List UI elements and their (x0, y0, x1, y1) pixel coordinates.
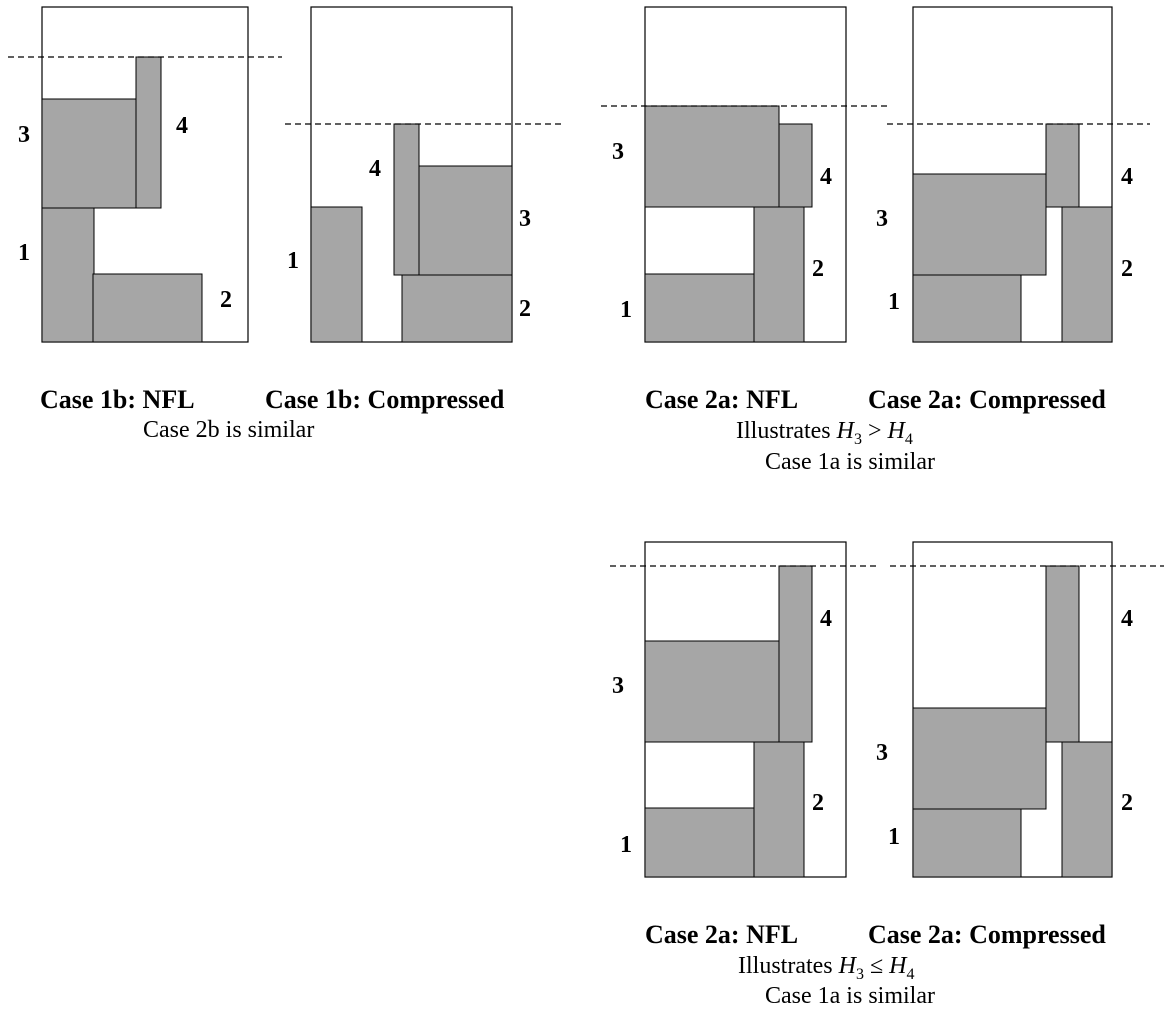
caption-case2a-nfl-top: Case 2a: NFL (645, 385, 799, 414)
note-case2b-similar: Case 2b is similar (143, 417, 315, 443)
note-case1a-similar-top: Case 1a is similar (765, 449, 935, 475)
block-4 (1045, 123, 1080, 208)
block-3 (418, 165, 513, 276)
label-block-1: 1 (620, 297, 632, 323)
caption-case2a-nfl-bottom: Case 2a: NFL (645, 920, 799, 949)
caption-case2a-compressed-bottom: Case 2a: Compressed (868, 920, 1106, 949)
label-block-4: 4 (176, 113, 188, 139)
label-block-1: 1 (18, 240, 30, 266)
label-block-1: 1 (888, 824, 900, 850)
block-1 (912, 273, 1022, 343)
block-2 (753, 206, 805, 343)
label-block-4: 4 (369, 156, 381, 182)
block-3 (912, 707, 1047, 810)
block-4 (1045, 565, 1080, 743)
label-block-3: 3 (876, 740, 888, 766)
block-2 (401, 273, 513, 343)
note-illustrates-text: Illustrates (736, 418, 831, 444)
block-4 (778, 123, 813, 208)
block-1 (310, 206, 363, 343)
label-block-1: 1 (888, 289, 900, 315)
block-3 (41, 98, 137, 209)
label-block-4: 4 (1121, 606, 1133, 632)
label-block-4: 4 (820, 606, 832, 632)
math-lhs-sub: 3 (853, 430, 862, 448)
block-1 (644, 807, 755, 878)
label-block-4: 4 (1121, 164, 1133, 190)
block-2 (1061, 741, 1113, 878)
label-block-2: 2 (812, 790, 824, 816)
block-1 (912, 807, 1022, 878)
block-4 (393, 123, 420, 276)
caption-case1b-compressed: Case 1b: Compressed (265, 385, 505, 414)
label-block-1: 1 (620, 832, 632, 858)
label-block-2: 2 (519, 296, 531, 322)
block-2 (92, 273, 203, 343)
block-1 (41, 206, 95, 343)
note-case1a-similar-bottom: Case 1a is similar (765, 983, 935, 1009)
block-1 (644, 273, 755, 343)
label-block-3: 3 (612, 673, 624, 699)
note-illustrates-text: Illustrates (738, 953, 833, 979)
math-lhs: H (836, 418, 854, 444)
math-op: ≤ (869, 953, 884, 979)
label-block-2: 2 (812, 256, 824, 282)
label-block-2: 2 (1121, 256, 1133, 282)
panel-case1b-nfl: 1 2 3 4 (8, 6, 282, 343)
caption-case2a-compressed-top: Case 2a: Compressed (868, 385, 1106, 414)
label-block-2: 2 (220, 287, 232, 313)
math-rhs-sub: 4 (904, 430, 913, 448)
math-rhs: H (889, 953, 907, 979)
block-2 (753, 741, 805, 878)
label-block-3: 3 (18, 122, 30, 148)
label-block-1: 1 (287, 248, 299, 274)
panel-case1b-compressed: 1 2 3 4 (285, 6, 563, 343)
block-4 (778, 565, 813, 743)
label-block-3: 3 (612, 139, 624, 165)
block-3 (912, 173, 1047, 276)
label-block-2: 2 (1121, 790, 1133, 816)
note-illustrates-gt: Illustrates H3 > H4 (736, 417, 913, 454)
block-3 (644, 105, 780, 208)
block-4 (135, 56, 162, 209)
panel-case2a-compressed-top: 1 2 3 4 (876, 6, 1150, 343)
math-lhs: H (838, 953, 856, 979)
panel-case2a-nfl-bottom: 1 2 3 4 (610, 541, 880, 878)
math-lhs-sub: 3 (855, 965, 864, 983)
math-op: > (867, 418, 882, 444)
note-illustrates-le: Illustrates H3 ≤ H4 (738, 952, 915, 989)
block-3 (644, 640, 780, 743)
panel-case2a-compressed-bottom: 1 2 3 4 (876, 541, 1164, 878)
label-block-3: 3 (876, 206, 888, 232)
label-block-4: 4 (820, 164, 832, 190)
caption-case1b-nfl: Case 1b: NFL (40, 385, 195, 414)
panel-case2a-nfl-top: 1 2 3 4 (601, 6, 887, 343)
label-block-3: 3 (519, 206, 531, 232)
math-rhs-sub: 4 (906, 965, 915, 983)
block-2 (1061, 206, 1113, 343)
math-rhs: H (887, 418, 905, 444)
